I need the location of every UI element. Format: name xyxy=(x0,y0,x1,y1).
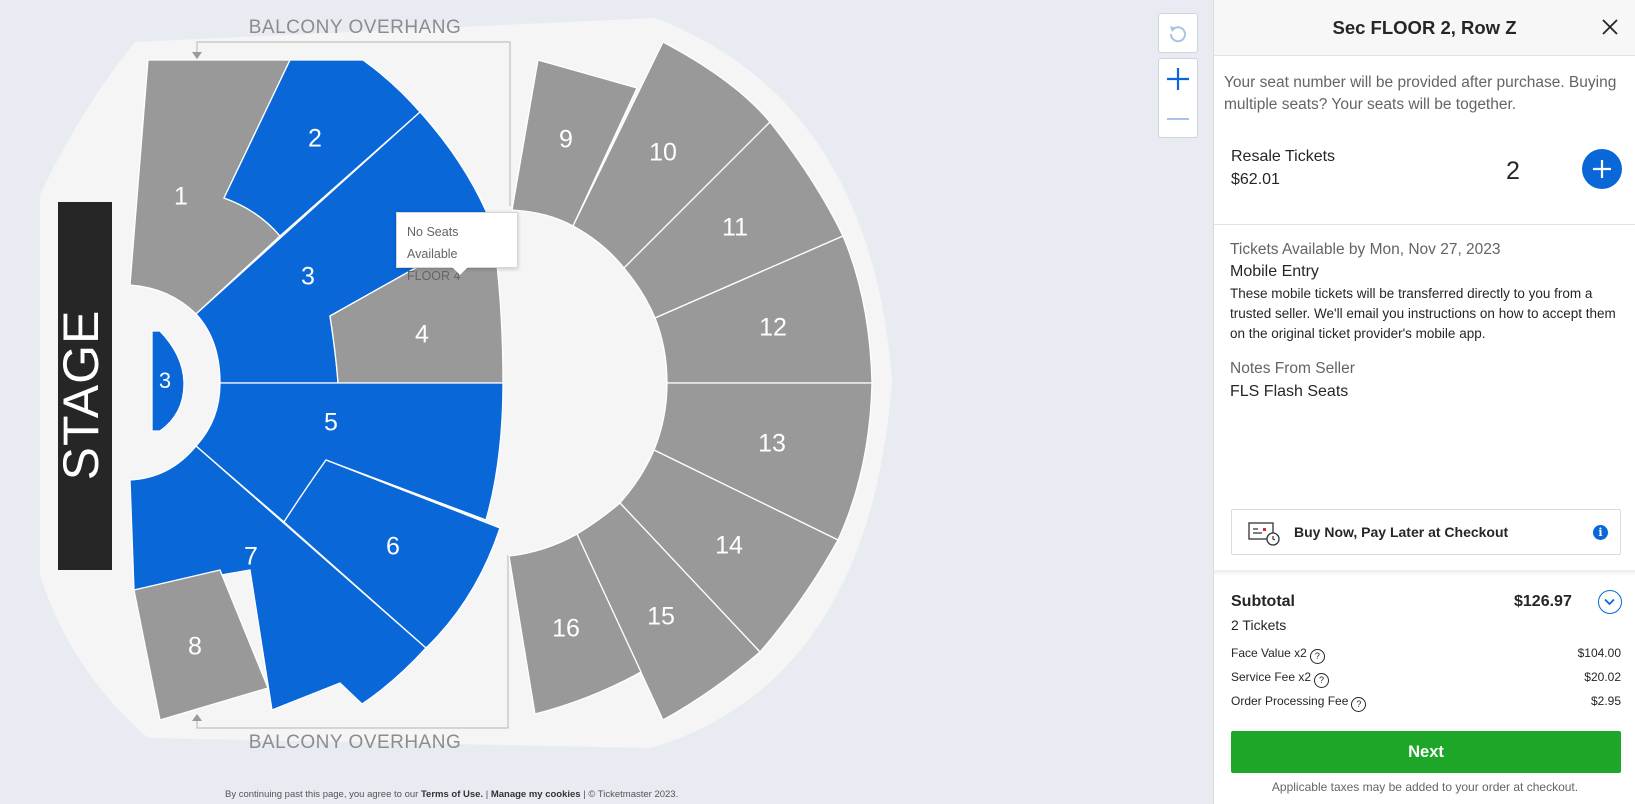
section-label: 14 xyxy=(715,532,743,560)
section-label: 9 xyxy=(559,126,573,154)
fee-row-service-fee: Service Fee x2? $20.02 xyxy=(1231,670,1621,688)
section-label: 13 xyxy=(758,430,786,458)
zoom-out-button[interactable] xyxy=(1159,99,1197,139)
help-icon[interactable]: ? xyxy=(1314,673,1330,688)
help-icon[interactable]: ? xyxy=(1351,697,1367,712)
section-shadow xyxy=(1214,570,1635,576)
footer-separator: | xyxy=(583,789,586,800)
section-label: 3 xyxy=(159,368,171,393)
subtotal-value: $126.97 xyxy=(1514,593,1572,610)
tooltip-status: No Seats Available xyxy=(407,225,459,261)
stage-label: STAGE xyxy=(53,310,109,481)
divider xyxy=(1214,224,1635,225)
zoom-in-button[interactable] xyxy=(1159,59,1197,99)
balcony-bracket-bottom xyxy=(196,555,509,729)
section-14[interactable] xyxy=(619,449,839,653)
fee-label: Order Processing Fee xyxy=(1231,694,1349,708)
help-icon[interactable]: ? xyxy=(1309,649,1325,664)
section-label: 11 xyxy=(722,214,748,242)
next-button[interactable]: Next xyxy=(1231,731,1621,773)
reset-icon[interactable] xyxy=(1159,14,1197,54)
seat-number-note: Your seat number will be provided after … xyxy=(1224,74,1617,113)
quantity-value: 2 xyxy=(1506,157,1520,185)
calendar-clock-icon xyxy=(1248,522,1280,546)
panel-header: Sec FLOOR 2, Row Z xyxy=(1214,0,1635,56)
section-label: 7 xyxy=(244,543,258,571)
section-label: 3 xyxy=(301,263,315,291)
seat-map-area[interactable]: BALCONY OVERHANG BALCONY OVERHANG STAGE … xyxy=(0,0,1213,804)
chevron-down-icon xyxy=(1604,598,1615,606)
fee-value: $20.02 xyxy=(1584,670,1621,684)
section-tooltip: No Seats Available FLOOR 4 xyxy=(396,212,518,283)
footer-text: By continuing past this page, you agree … xyxy=(225,789,419,800)
fee-value: $104.00 xyxy=(1577,646,1621,660)
copyright: © Ticketmaster 2023. xyxy=(588,789,679,800)
balcony-label-top: BALCONY OVERHANG xyxy=(249,17,461,38)
plus-icon xyxy=(1167,68,1189,90)
fee-label: Face Value x2 xyxy=(1231,646,1307,660)
section-label: 2 xyxy=(308,125,322,153)
section-8[interactable] xyxy=(133,569,269,721)
entry-description: These mobile tickets will be transferred… xyxy=(1230,286,1616,341)
buy-now-pay-later-banner[interactable]: Buy Now, Pay Later at Checkout i xyxy=(1231,509,1621,555)
section-label: 15 xyxy=(647,603,675,631)
section-label: 6 xyxy=(386,533,400,561)
terms-link[interactable]: Terms of Use. xyxy=(420,789,484,800)
ticket-type: Resale Tickets xyxy=(1231,148,1336,165)
section-15[interactable] xyxy=(576,502,761,721)
section-6[interactable] xyxy=(283,459,501,649)
arrow-up-icon xyxy=(192,714,202,721)
section-label: 12 xyxy=(759,314,787,342)
arrow-down-icon xyxy=(192,52,202,59)
seller-notes-label: Notes From Seller xyxy=(1230,360,1355,377)
plus-icon xyxy=(1593,160,1611,178)
minus-icon xyxy=(1167,118,1189,120)
ticket-price: $62.01 xyxy=(1231,171,1280,188)
seat-map[interactable]: BALCONY OVERHANG BALCONY OVERHANG STAGE … xyxy=(0,0,1213,804)
fee-row-face-value: Face Value x2? $104.00 xyxy=(1231,646,1621,664)
subtotal-label: Subtotal xyxy=(1231,593,1295,610)
expand-subtotal-button[interactable] xyxy=(1598,590,1622,614)
fee-label: Service Fee x2 xyxy=(1231,670,1312,684)
ticket-details-panel: Sec FLOOR 2, Row Z Your seat number will… xyxy=(1213,0,1635,804)
section-label: 5 xyxy=(324,409,338,437)
section-label: 4 xyxy=(415,321,429,349)
tooltip-arrow xyxy=(452,267,468,275)
section-label: 1 xyxy=(174,183,188,211)
fee-value: $2.95 xyxy=(1590,694,1621,708)
section-7[interactable] xyxy=(129,445,427,711)
zoom-controls xyxy=(1158,58,1198,138)
entry-type: Mobile Entry xyxy=(1230,263,1319,280)
close-icon[interactable] xyxy=(1599,16,1621,38)
section-2[interactable] xyxy=(223,59,421,237)
info-icon[interactable]: i xyxy=(1593,525,1608,540)
stage xyxy=(58,202,112,570)
section-3-front[interactable] xyxy=(151,330,185,432)
bnpl-label: Buy Now, Pay Later at Checkout xyxy=(1294,524,1509,540)
legal-footer: By continuing past this page, you agree … xyxy=(225,789,678,800)
footer-separator: | xyxy=(485,789,489,800)
panel-title: Sec FLOOR 2, Row Z xyxy=(1332,17,1517,38)
seller-notes-value: FLS Flash Seats xyxy=(1230,383,1349,400)
tax-note: Applicable taxes may be added to your or… xyxy=(1271,780,1579,794)
balcony-label-bottom: BALCONY OVERHANG xyxy=(249,732,461,753)
section-13[interactable] xyxy=(653,382,873,541)
tickets-count: 2 Tickets xyxy=(1231,617,1287,633)
increase-quantity-button[interactable] xyxy=(1582,149,1622,189)
section-label: 8 xyxy=(188,633,202,661)
fee-row-order-processing: Order Processing Fee? $2.95 xyxy=(1231,694,1621,712)
tooltip-section: FLOOR 4 xyxy=(407,269,461,283)
balcony-bracket-top xyxy=(196,41,511,206)
manage-cookies-link[interactable]: Manage my cookies xyxy=(490,789,581,800)
section-label: 10 xyxy=(649,139,677,167)
reset-view-control[interactable] xyxy=(1158,13,1198,53)
section-label: 16 xyxy=(552,615,580,643)
availability-date: Tickets Available by Mon, Nov 27, 2023 xyxy=(1230,241,1501,258)
section-16[interactable] xyxy=(508,533,642,715)
